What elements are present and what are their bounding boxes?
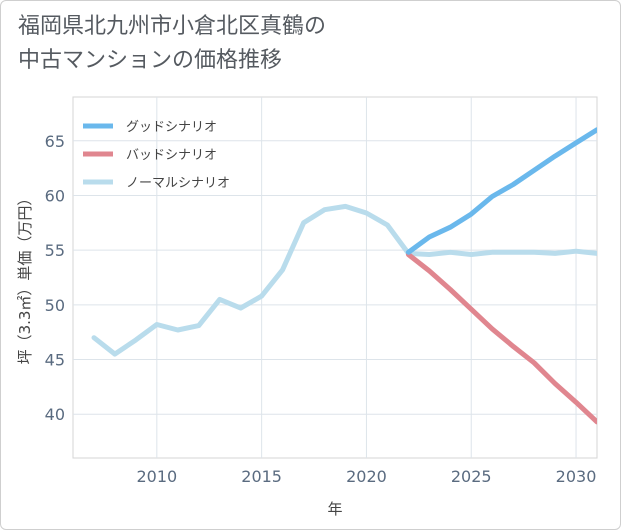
series-line-good [405,127,597,255]
legend-bad-label: バッドシナリオ [126,148,217,163]
y-tick-label: 60 [45,186,65,205]
grid-lines [73,97,597,458]
y-tick-label: 50 [45,296,65,315]
x-axis-label: 年 [327,500,342,518]
y-tick-label: 40 [45,405,65,424]
chart-title-line-1: 福岡県北九州市小倉北区真鶴の [18,14,327,39]
plot-area [72,96,598,459]
x-tick-label: 2030 [556,467,597,486]
y-tick-label: 65 [45,132,65,151]
x-tick-label: 2020 [346,467,387,486]
series-line-bad [405,252,597,425]
y-axis-label: 坪（3.3㎡）単価（万円） [16,191,34,365]
y-tick-label: 45 [45,351,65,370]
series-lines [91,127,597,425]
legend-normal-label: ノーマルシナリオ [126,176,230,191]
chart-title-line-2: 中古マンションの価格推移 [18,48,283,73]
x-tick-label: 2025 [451,467,492,486]
x-tick-label: 2010 [136,467,177,486]
axis-ticks: 2010 2015 2020 2025 2030 40 45 50 55 60 65 [45,132,597,486]
y-tick-label: 55 [45,241,65,260]
series-line-normal [91,203,597,357]
legend-good-label: グッドシナリオ [126,120,217,135]
chart-title: 福岡県北九州市小倉北区真鶴の 中古マンションの価格推移 [18,10,326,78]
x-tick-label: 2015 [241,467,282,486]
